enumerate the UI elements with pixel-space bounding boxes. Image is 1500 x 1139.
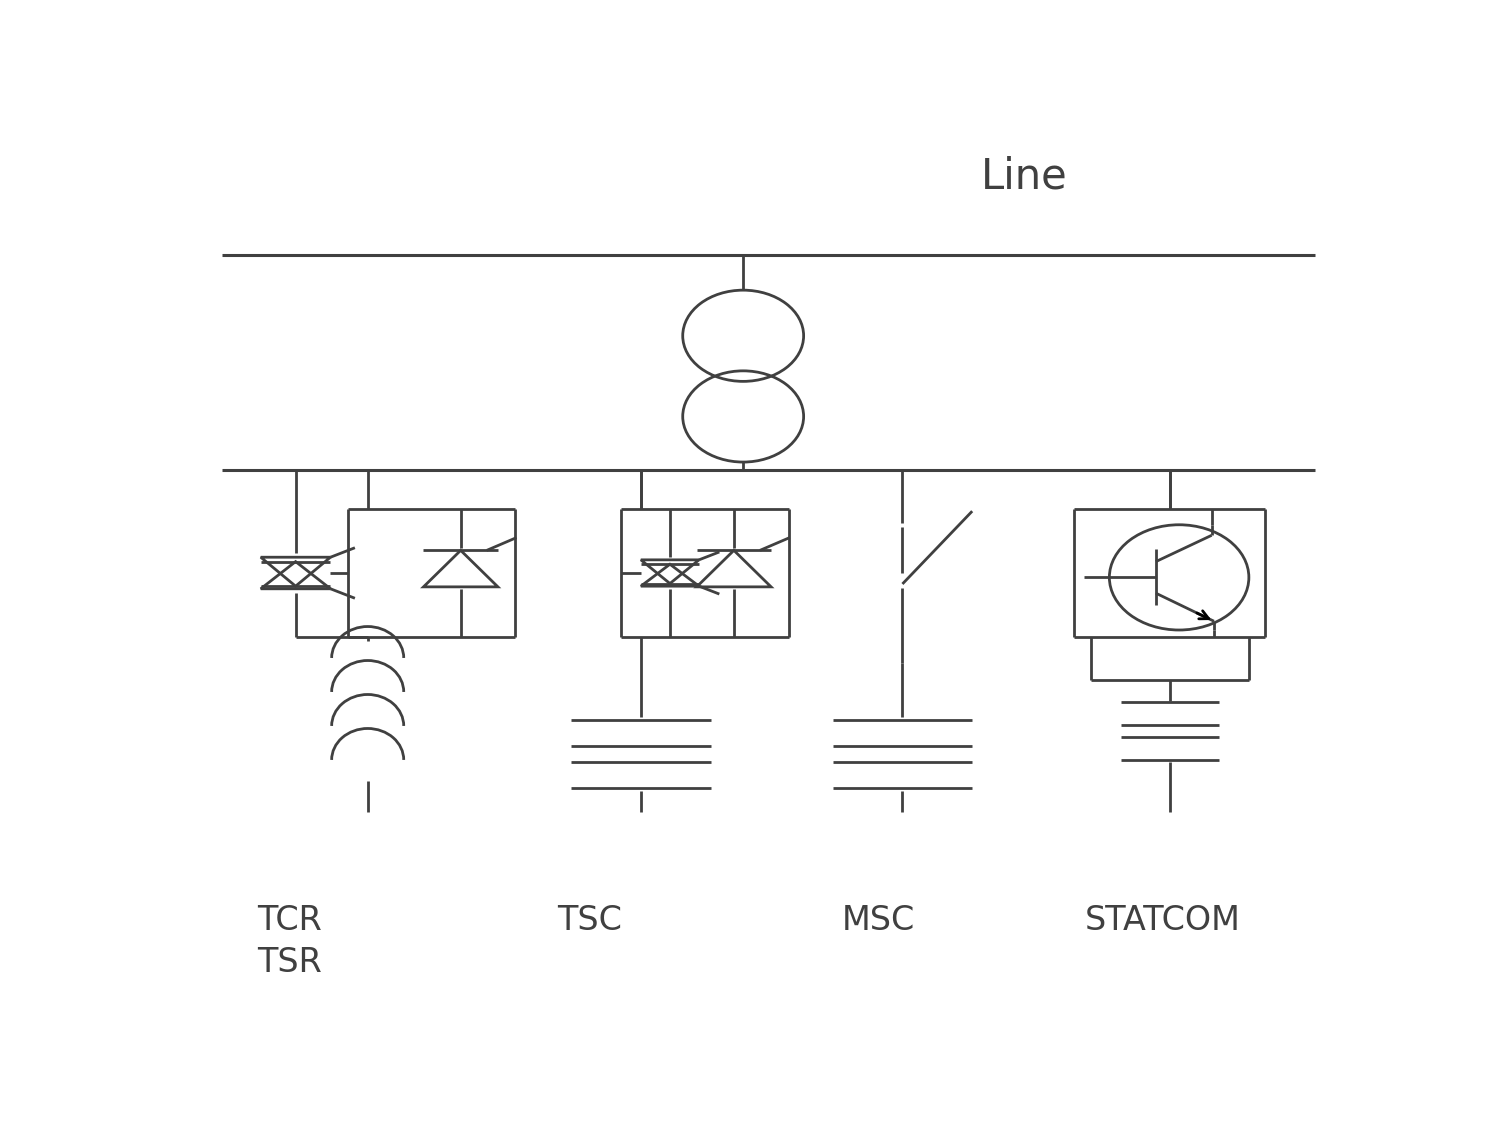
Text: TSC: TSC [556, 904, 622, 937]
Text: STATCOM: STATCOM [1084, 904, 1240, 937]
Text: Line: Line [981, 155, 1068, 197]
Text: TCR: TCR [258, 904, 322, 937]
Text: TSR: TSR [258, 945, 322, 978]
Text: MSC: MSC [842, 904, 915, 937]
